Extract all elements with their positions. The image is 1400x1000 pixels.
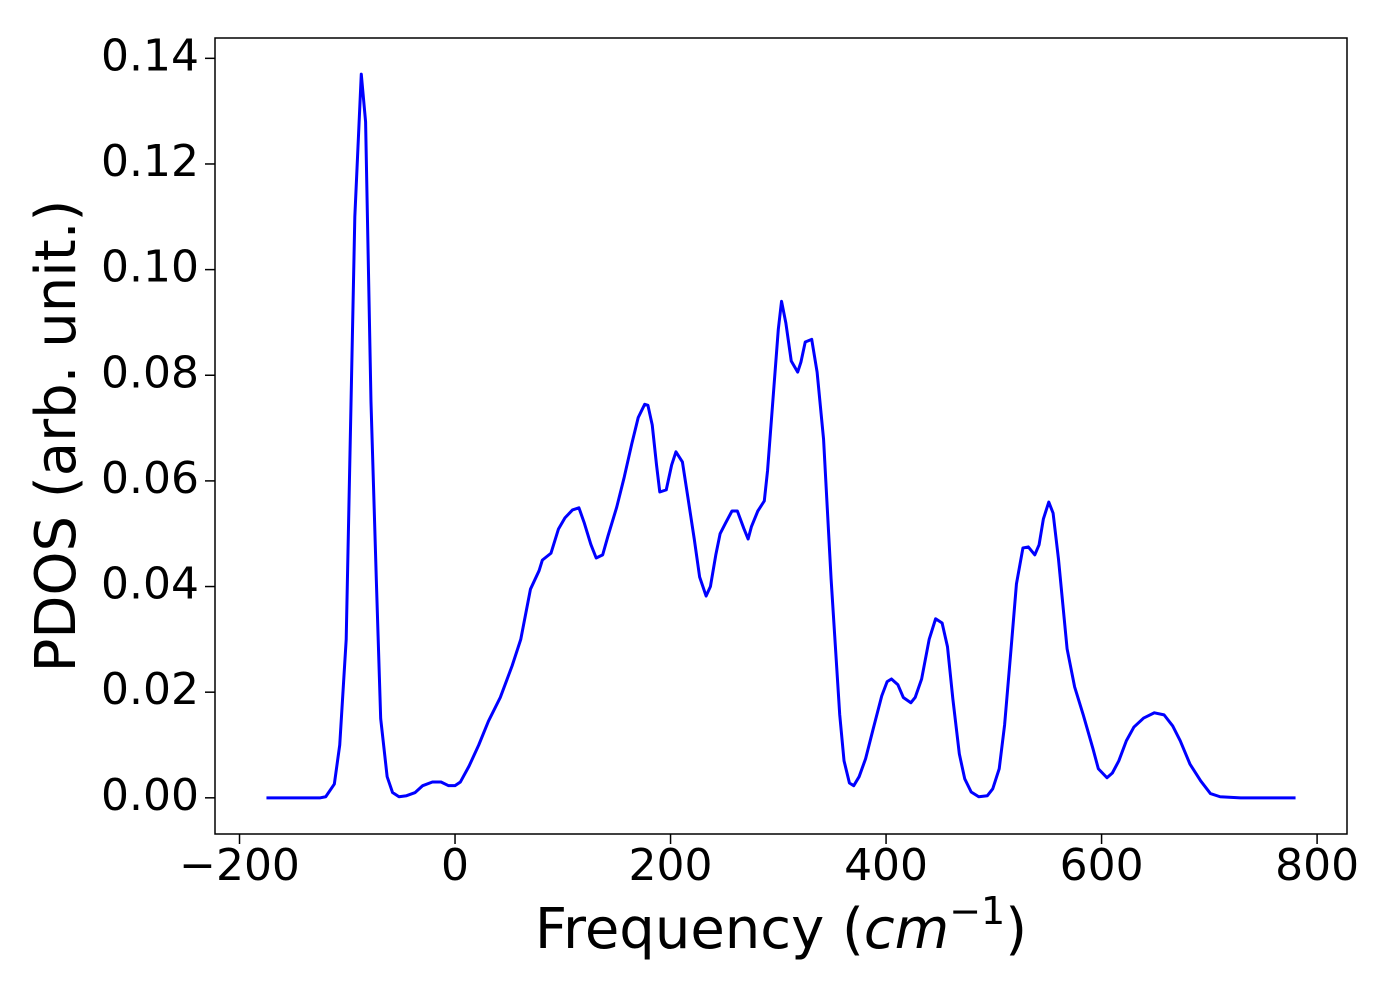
y-tick-label: 0.00 xyxy=(101,770,199,821)
x-tick-label: −200 xyxy=(179,840,300,891)
y-tick-label: 0.02 xyxy=(101,664,199,715)
x-tick-label: 0 xyxy=(441,840,469,891)
x-axis-label: Frequency (cm−1) xyxy=(535,889,1027,963)
y-tick-label: 0.10 xyxy=(101,242,199,293)
pdos-line xyxy=(266,72,1296,800)
x-label-unit: cm xyxy=(864,897,949,962)
y-tick-label: 0.04 xyxy=(101,559,199,610)
x-label-text: Frequency ( xyxy=(535,897,864,962)
y-tick-label: 0.12 xyxy=(101,136,199,187)
x-tick-label: 800 xyxy=(1275,840,1359,891)
y-tick-label: 0.14 xyxy=(101,30,199,81)
x-label-exponent: −1 xyxy=(949,889,1005,933)
plot-frame xyxy=(214,37,1348,835)
x-tick-label: 200 xyxy=(629,840,713,891)
x-tick-label: 400 xyxy=(844,840,928,891)
y-tick-label: 0.06 xyxy=(101,453,199,504)
x-tick-label: 600 xyxy=(1060,840,1144,891)
y-axis-label: PDOS (arb. unit.) xyxy=(24,200,89,673)
y-tick-label: 0.08 xyxy=(101,347,199,398)
x-label-close: ) xyxy=(1005,897,1027,962)
